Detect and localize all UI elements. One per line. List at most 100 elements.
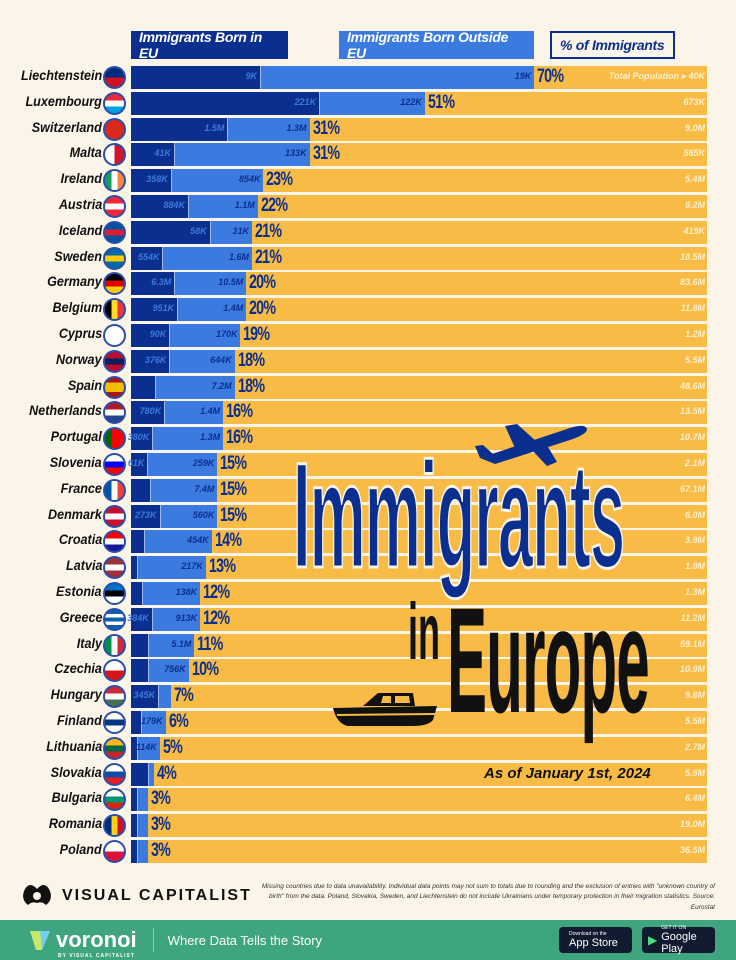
flag-icon — [103, 220, 126, 244]
bar-eu — [131, 246, 163, 270]
bar-eu — [131, 504, 160, 528]
pct-label: 20% — [249, 298, 276, 320]
country-name: Germany — [47, 273, 102, 290]
row-iceland: Iceland 58K 31K 21% 419K — [0, 220, 736, 244]
bar-non-eu — [164, 401, 224, 425]
pct-label: 16% — [226, 427, 253, 449]
population-bar — [131, 324, 707, 347]
bar-eu — [131, 195, 189, 218]
flag-icon — [103, 427, 126, 451]
country-name: France — [60, 479, 102, 496]
date-label: As of January 1st, 2024 — [484, 765, 651, 782]
flag-icon — [103, 530, 126, 554]
population-label: 11.8M — [681, 303, 705, 313]
non-eu-value: 913K — [175, 612, 198, 623]
population-label: 10.7M — [680, 432, 705, 442]
pct-label: 51% — [427, 91, 455, 113]
non-eu-value: 854K — [238, 174, 261, 185]
population-label: 1.9M — [685, 561, 705, 571]
bar-non-eu — [143, 530, 212, 554]
legend-eu: Immigrants Born in EU — [131, 29, 288, 61]
non-eu-value: 179K — [141, 716, 163, 726]
population-value: 9.2M — [684, 200, 705, 210]
row-germany: Germany 6.3M 10.5M 20% 83.6M — [0, 272, 736, 296]
legend-pct: % of Immigrants — [550, 31, 675, 59]
population-value: 10.7M — [679, 432, 705, 443]
population-bar — [131, 607, 707, 631]
bar-eu — [131, 349, 170, 373]
eu-value: 884K — [163, 200, 186, 210]
bar-non-eu — [150, 478, 218, 502]
eu-value: 345K — [133, 690, 156, 701]
country-name: Finland — [57, 712, 102, 728]
eu-value: 780K — [139, 406, 162, 417]
population-value: 11.8M — [680, 303, 705, 314]
eu-value: 380K — [127, 432, 150, 443]
population-label: 5.5M — [685, 768, 705, 778]
bar-eu — [131, 556, 137, 580]
row-netherlands: Netherlands 780K 1.4M 16% 13.5M — [0, 401, 736, 425]
flag-icon — [103, 272, 126, 296]
voronoi-name: voronoi — [56, 927, 137, 952]
appstore-label: App Store — [569, 937, 618, 949]
visual-capitalist-logo[interactable]: VISUAL CAPITALIST — [22, 883, 252, 909]
population-label: 48.6M — [680, 381, 705, 391]
population-label: 5.5M — [685, 355, 705, 365]
voronoi-logo[interactable]: voronoi BY VISUAL CAPITALIST — [28, 927, 137, 959]
bar-non-eu — [162, 246, 252, 270]
bar-eu — [131, 66, 261, 89]
country-name: Estonia — [56, 583, 102, 599]
pct-label: 21% — [254, 246, 282, 268]
population-label: 1.3M — [685, 587, 705, 597]
bar-non-eu — [158, 685, 172, 709]
non-eu-value: 1.6M — [228, 251, 249, 262]
row-estonia: Estonia 138K 12% 1.3M — [0, 582, 736, 605]
eu-value: 90K — [149, 329, 167, 339]
non-eu-value: 560K — [192, 509, 215, 520]
population-label: 19.0M — [680, 819, 705, 829]
country-name: Netherlands — [29, 402, 102, 419]
footnote: Missing countries due to data unavailabi… — [261, 883, 715, 911]
flag-icon — [103, 117, 126, 141]
non-eu-value: 756K — [164, 664, 186, 675]
flag-icon — [103, 633, 126, 657]
country-name: Bulgaria — [51, 789, 102, 806]
pct-label: 21% — [254, 220, 282, 242]
flag-icon — [103, 401, 126, 425]
bar-eu — [131, 685, 158, 709]
population-bar — [131, 788, 707, 812]
pct-label: 3% — [151, 840, 171, 861]
eu-value: 1.5M — [204, 122, 225, 133]
population-bar — [131, 246, 707, 270]
population-bar — [131, 272, 707, 296]
bar-eu — [131, 298, 178, 322]
population-bar — [131, 504, 707, 528]
country-name: Ireland — [60, 170, 102, 187]
play-icon: ▶ — [648, 933, 658, 947]
bar-eu — [131, 143, 174, 167]
googleplay-small: GET IT ON — [661, 925, 687, 931]
app-store-button[interactable]: Download on the App Store — [559, 927, 632, 953]
bar-non-eu — [260, 66, 535, 89]
country-name: Slovenia — [50, 454, 102, 470]
eu-value: 273K — [135, 509, 157, 520]
row-liechtenstein: Liechtenstein 9K 19K 70% Total Populatio… — [0, 66, 736, 89]
google-play-button[interactable]: ▶ GET IT ON Google Play — [642, 925, 715, 955]
population-value: 6.4M — [684, 793, 705, 804]
bar-non-eu — [227, 117, 310, 141]
bar-eu — [131, 659, 149, 683]
non-eu-value: 114K — [135, 741, 157, 752]
airplane-icon — [475, 424, 587, 466]
row-luxembourg: Luxembourg 221K 122K 51% 673K — [0, 91, 736, 115]
eu-value: 951K — [152, 303, 175, 314]
bar-non-eu — [148, 659, 189, 683]
population-label: 9.2M — [685, 200, 705, 210]
pct-label: 31% — [312, 143, 340, 165]
population-label: 1.2M — [685, 329, 705, 339]
non-eu-value: 138K — [175, 587, 198, 597]
population-value: 1.2M — [684, 329, 705, 339]
population-value: 6.0M — [684, 509, 705, 520]
country-name: Sweden — [54, 247, 102, 264]
population-label: 2.1M — [685, 458, 705, 468]
flag-icon — [103, 91, 126, 115]
